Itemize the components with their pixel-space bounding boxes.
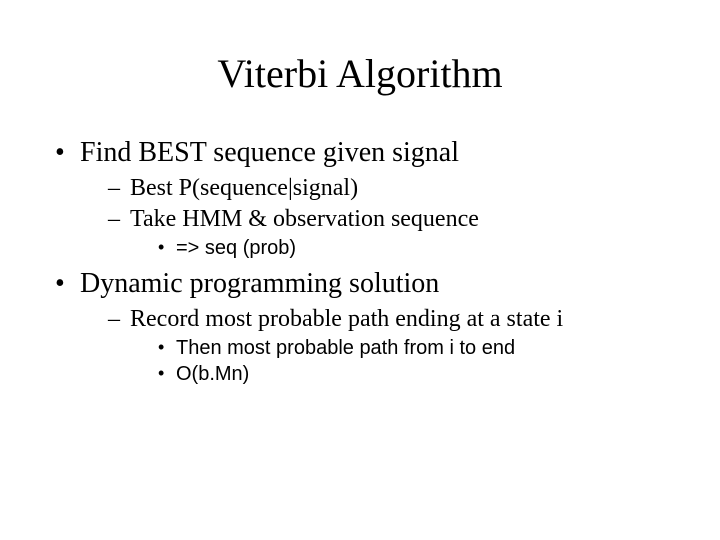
bullet-text: Take HMM & observation sequence (130, 206, 479, 232)
bullet-item: Take HMM & observation sequence => seq (… (108, 206, 670, 260)
slide-title: Viterbi Algorithm (50, 50, 670, 97)
bullet-text: Record most probable path ending at a st… (130, 306, 563, 332)
bullet-text: Find BEST sequence given signal (80, 137, 459, 168)
bullet-text: Then most probable path from i to end (176, 337, 515, 359)
bullet-item: O(b.Mn) (158, 363, 670, 386)
bullet-list-level2: Best P(sequence|signal) Take HMM & obser… (80, 175, 670, 260)
bullet-text: O(b.Mn) (176, 363, 249, 385)
bullet-item: Find BEST sequence given signal Best P(s… (50, 137, 670, 260)
bullet-text: => seq (prob) (176, 237, 296, 259)
slide: Viterbi Algorithm Find BEST sequence giv… (0, 0, 720, 540)
bullet-list-level3: => seq (prob) (130, 237, 670, 260)
bullet-list-level3: Then most probable path from i to end O(… (130, 337, 670, 386)
bullet-list-level2: Record most probable path ending at a st… (80, 306, 670, 386)
bullet-text: Dynamic programming solution (80, 268, 439, 299)
bullet-item: => seq (prob) (158, 237, 670, 260)
bullet-item: Dynamic programming solution Record most… (50, 268, 670, 386)
bullet-item: Best P(sequence|signal) (108, 175, 670, 202)
bullet-text: Best P(sequence|signal) (130, 175, 358, 201)
bullet-list-level1: Find BEST sequence given signal Best P(s… (50, 137, 670, 386)
bullet-item: Then most probable path from i to end (158, 337, 670, 360)
bullet-item: Record most probable path ending at a st… (108, 306, 670, 386)
